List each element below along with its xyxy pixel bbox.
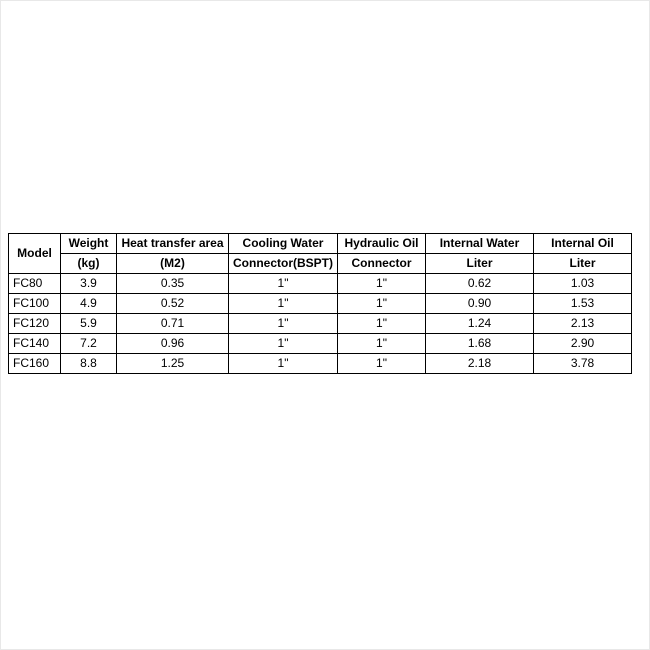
table-row: FC80 3.9 0.35 1" 1" 0.62 1.03 [9,274,632,294]
cell: 1" [229,354,338,374]
col-header-model: Model [9,234,61,274]
table-row: FC100 4.9 0.52 1" 1" 0.90 1.53 [9,294,632,314]
cell: 2.90 [534,334,632,354]
cell: 0.90 [426,294,534,314]
cell: FC80 [9,274,61,294]
col-header-internal-oil: Internal Oil [534,234,632,254]
page: Model Weight Heat transfer area Cooling … [0,0,650,650]
cell: 1" [229,274,338,294]
cell: 1" [338,294,426,314]
cell: 1" [338,334,426,354]
col-unit-internal-oil: Liter [534,254,632,274]
col-header-hydraulic-oil: Hydraulic Oil [338,234,426,254]
cell: 2.18 [426,354,534,374]
col-header-cooling-water: Cooling Water [229,234,338,254]
cell: 1" [229,334,338,354]
cell: 1.53 [534,294,632,314]
table-row: FC120 5.9 0.71 1" 1" 1.24 2.13 [9,314,632,334]
cell: 5.9 [61,314,117,334]
header-row-sub: (kg) (M2) Connector(BSPT) Connector Lite… [9,254,632,274]
col-header-weight: Weight [61,234,117,254]
cell: 0.71 [117,314,229,334]
cell: 0.96 [117,334,229,354]
cell: 0.62 [426,274,534,294]
cell: 3.78 [534,354,632,374]
cell: 1.25 [117,354,229,374]
col-unit-heat-area: (M2) [117,254,229,274]
spec-table: Model Weight Heat transfer area Cooling … [8,233,632,374]
cell: 2.13 [534,314,632,334]
cell: 3.9 [61,274,117,294]
cell: 1" [229,294,338,314]
cell: 1" [338,314,426,334]
cell: 1" [229,314,338,334]
col-unit-weight: (kg) [61,254,117,274]
cell: 0.52 [117,294,229,314]
col-unit-internal-water: Liter [426,254,534,274]
cell: 8.8 [61,354,117,374]
col-unit-hydraulic-oil: Connector [338,254,426,274]
table-body: FC80 3.9 0.35 1" 1" 0.62 1.03 FC100 4.9 … [9,274,632,374]
col-unit-cooling-water: Connector(BSPT) [229,254,338,274]
cell: 0.35 [117,274,229,294]
col-header-heat-area: Heat transfer area [117,234,229,254]
cell: 1.24 [426,314,534,334]
cell: FC100 [9,294,61,314]
cell: 4.9 [61,294,117,314]
cell: FC120 [9,314,61,334]
table-row: FC160 8.8 1.25 1" 1" 2.18 3.78 [9,354,632,374]
header-row-top: Model Weight Heat transfer area Cooling … [9,234,632,254]
cell: 1.68 [426,334,534,354]
col-header-internal-water: Internal Water [426,234,534,254]
cell: 7.2 [61,334,117,354]
table-row: FC140 7.2 0.96 1" 1" 1.68 2.90 [9,334,632,354]
cell: 1" [338,354,426,374]
cell: 1.03 [534,274,632,294]
cell: FC140 [9,334,61,354]
cell: 1" [338,274,426,294]
cell: FC160 [9,354,61,374]
